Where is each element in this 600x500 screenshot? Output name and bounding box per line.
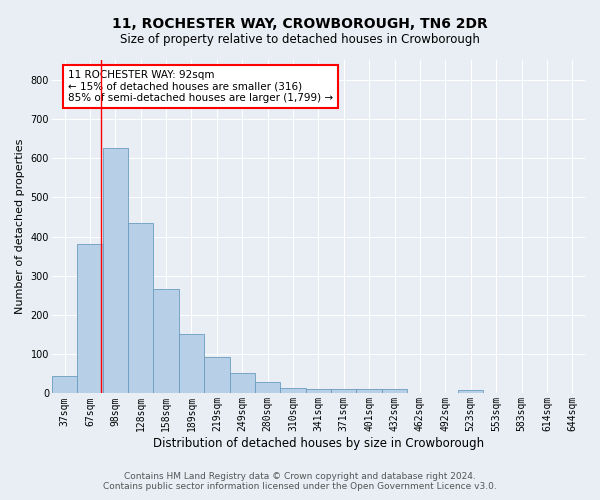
Text: Size of property relative to detached houses in Crowborough: Size of property relative to detached ho… bbox=[120, 32, 480, 46]
Bar bbox=[331, 390, 356, 394]
Text: Contains public sector information licensed under the Open Government Licence v3: Contains public sector information licen… bbox=[103, 482, 497, 491]
Bar bbox=[128, 223, 154, 394]
Bar bbox=[154, 290, 179, 394]
Bar bbox=[230, 373, 255, 394]
Bar bbox=[280, 388, 306, 394]
Bar bbox=[382, 388, 407, 394]
X-axis label: Distribution of detached houses by size in Crowborough: Distribution of detached houses by size … bbox=[153, 437, 484, 450]
Bar bbox=[52, 376, 77, 394]
Bar bbox=[356, 390, 382, 394]
Bar bbox=[306, 389, 331, 394]
Bar bbox=[458, 390, 484, 394]
Bar bbox=[179, 334, 204, 394]
Text: 11, ROCHESTER WAY, CROWBOROUGH, TN6 2DR: 11, ROCHESTER WAY, CROWBOROUGH, TN6 2DR bbox=[112, 18, 488, 32]
Text: 11 ROCHESTER WAY: 92sqm
← 15% of detached houses are smaller (316)
85% of semi-d: 11 ROCHESTER WAY: 92sqm ← 15% of detache… bbox=[68, 70, 333, 103]
Bar bbox=[77, 244, 103, 394]
Bar bbox=[204, 357, 230, 394]
Y-axis label: Number of detached properties: Number of detached properties bbox=[15, 139, 25, 314]
Bar bbox=[255, 382, 280, 394]
Bar bbox=[103, 148, 128, 394]
Text: Contains HM Land Registry data © Crown copyright and database right 2024.: Contains HM Land Registry data © Crown c… bbox=[124, 472, 476, 481]
